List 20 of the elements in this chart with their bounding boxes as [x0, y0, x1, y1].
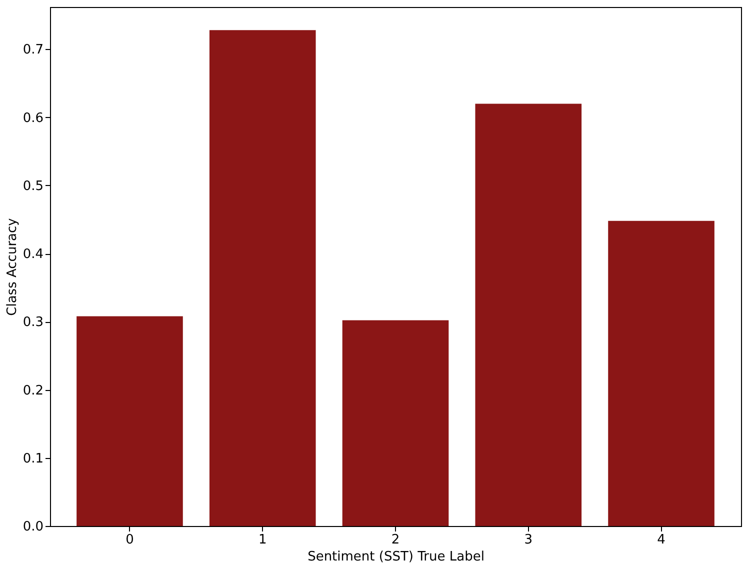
y-tick-label: 0.3	[22, 315, 44, 330]
x-tick-label: 0	[126, 532, 134, 548]
y-tick-label: 0.4	[22, 247, 44, 262]
x-tick-label: 4	[657, 532, 666, 548]
bar	[475, 104, 582, 526]
x-tick-label: 2	[391, 532, 400, 548]
x-tick-label: 1	[258, 532, 267, 548]
y-axis-title: Class Accuracy	[4, 218, 20, 316]
x-axis-title: Sentiment (SST) True Label	[308, 550, 484, 564]
x-tick-label: 3	[524, 532, 533, 548]
y-tick-label: 0.6	[22, 110, 44, 126]
y-tick-label: 0.0	[22, 520, 44, 534]
bar	[76, 316, 183, 526]
y-tick-label: 0.5	[22, 178, 44, 194]
y-tick-label: 0.1	[22, 451, 44, 466]
y-tick-label: 0.7	[22, 42, 44, 58]
bar	[209, 30, 316, 526]
bar	[342, 320, 449, 526]
y-tick-label: 0.2	[22, 383, 44, 398]
bar	[608, 220, 714, 526]
